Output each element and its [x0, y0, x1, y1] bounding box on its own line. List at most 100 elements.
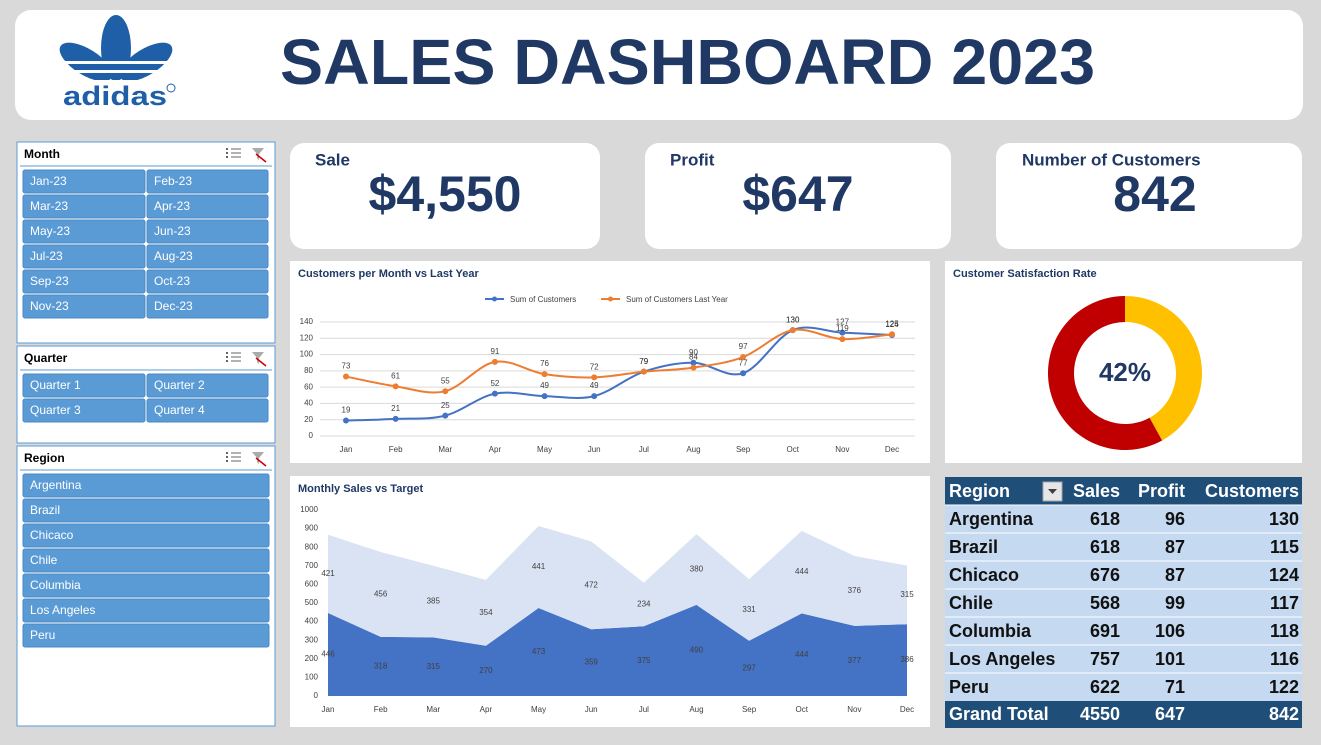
table-cell: Columbia: [949, 621, 1032, 641]
multi-select-icon[interactable]: [226, 460, 228, 462]
logo-stripe: [55, 70, 180, 73]
data-label: 79: [639, 357, 648, 366]
slicer-button[interactable]: [146, 169, 269, 194]
table-cell: 117: [1270, 593, 1299, 613]
data-point: [889, 331, 895, 338]
data-label: 79: [639, 357, 648, 366]
filter-dropdown-arrow[interactable]: [1048, 489, 1057, 494]
x-tick-label: Nov: [847, 705, 861, 714]
table-cell: 96: [1165, 509, 1185, 529]
slicer-button[interactable]: [22, 269, 146, 294]
table-cell: 101: [1155, 649, 1185, 669]
multi-select-icon[interactable]: [226, 156, 228, 158]
logo-text: adidas: [63, 81, 167, 111]
slicer-button[interactable]: [146, 269, 269, 294]
slicer-button-label[interactable]: Nov-23: [30, 299, 69, 313]
slicer-button-label[interactable]: Jun-23: [154, 224, 191, 238]
x-tick-label: Dec: [885, 445, 899, 454]
slicer-button-label[interactable]: Brazil: [30, 503, 60, 517]
multi-select-icon[interactable]: [226, 360, 228, 362]
slicer-button[interactable]: [22, 523, 270, 548]
slicer-button[interactable]: [22, 498, 270, 523]
slicer-button-label[interactable]: Chicaco: [30, 528, 74, 542]
y-tick-label: 100: [305, 673, 319, 682]
clear-filter-icon[interactable]: [252, 148, 264, 160]
slicer-button[interactable]: [22, 398, 146, 423]
table-row-bg: [945, 561, 1302, 589]
data-label: 49: [540, 381, 549, 390]
y-tick-label: 900: [305, 524, 319, 533]
legend-swatch: [492, 296, 497, 302]
clear-filter-icon[interactable]: [255, 357, 267, 367]
slicer-button[interactable]: [22, 294, 146, 319]
chart-title: Customer Satisfaction Rate: [953, 268, 1097, 280]
slicer-button-label[interactable]: Aug-23: [154, 249, 193, 263]
slicer-button[interactable]: [146, 373, 269, 398]
multi-select-icon[interactable]: [226, 452, 228, 454]
data-label: 441: [532, 562, 546, 571]
table-cell: 691: [1090, 621, 1120, 641]
multi-select-icon[interactable]: [226, 152, 228, 154]
slicer-button[interactable]: [146, 194, 269, 219]
table-row-bg: [945, 673, 1302, 701]
x-tick-label: May: [537, 445, 552, 454]
slicer-button[interactable]: [146, 398, 269, 423]
multi-select-icon[interactable]: [226, 148, 228, 150]
clear-filter-icon[interactable]: [252, 352, 264, 364]
data-label: 354: [479, 608, 493, 617]
slicer-button[interactable]: [22, 373, 146, 398]
series-line: [345, 328, 893, 394]
table-row-bg: [945, 533, 1302, 561]
slicer-button[interactable]: [146, 294, 269, 319]
slicer-button[interactable]: [22, 473, 270, 498]
slicer-button-label[interactable]: Peru: [30, 628, 55, 642]
slicer-button-label[interactable]: Feb-23: [154, 174, 192, 188]
slicer-button-label[interactable]: Mar-23: [30, 199, 68, 213]
table-cell: Argentina: [949, 509, 1034, 529]
x-tick-label: Jul: [639, 705, 649, 714]
slicer-button-label[interactable]: Chile: [30, 553, 58, 567]
clear-filter-icon[interactable]: [255, 457, 267, 467]
slicer-button-label[interactable]: May-23: [30, 224, 70, 238]
slicer-button-label[interactable]: Quarter 4: [154, 403, 205, 417]
slicer-button[interactable]: [146, 244, 269, 269]
clear-filter-icon[interactable]: [255, 153, 267, 163]
slicer-button[interactable]: [22, 573, 270, 598]
data-label: 130: [786, 315, 800, 324]
y-tick-label: 100: [300, 350, 314, 359]
slicer-button-label[interactable]: Jul-23: [30, 249, 63, 263]
slicer-button-label[interactable]: Apr-23: [154, 199, 190, 213]
slicer-button[interactable]: [22, 219, 146, 244]
clear-filter-icon[interactable]: [252, 452, 264, 464]
slicer-button[interactable]: [22, 244, 146, 269]
data-point: [541, 393, 548, 400]
column-header: Profit: [1138, 481, 1185, 501]
slicers: Month Jan-23 Feb-23 Mar-23 Apr-23 May-23 Jun-2…: [16, 141, 276, 727]
multi-select-icon[interactable]: [226, 352, 228, 354]
multi-select-icon[interactable]: [226, 356, 228, 358]
slicer-button-label[interactable]: Dec-23: [154, 299, 193, 313]
slicer-button-label[interactable]: Quarter 1: [30, 378, 81, 392]
slicer-button[interactable]: [22, 548, 270, 573]
slicer-button-label[interactable]: Los Angeles: [30, 603, 95, 617]
slicer-button-label[interactable]: Sep-23: [30, 274, 69, 288]
chart-title: Monthly Sales vs Target: [298, 483, 423, 495]
slicer-button-label[interactable]: Argentina: [30, 478, 82, 492]
data-label: 444: [795, 567, 809, 576]
slicer-button-label[interactable]: Columbia: [30, 578, 81, 592]
data-point: [740, 354, 747, 361]
slicer-button[interactable]: [22, 623, 270, 648]
multi-select-icon[interactable]: [226, 456, 228, 458]
slicer-button[interactable]: [22, 598, 270, 623]
slicer-button[interactable]: [22, 194, 146, 219]
slicer-button-label[interactable]: Quarter 2: [154, 378, 205, 392]
x-tick-label: Aug: [686, 445, 700, 454]
data-label: 73: [342, 362, 351, 371]
slicer-button[interactable]: [146, 219, 269, 244]
slicer-button[interactable]: [22, 169, 146, 194]
data-label: 297: [742, 663, 756, 672]
total-cell: 842: [1269, 704, 1299, 724]
slicer-button-label[interactable]: Jan-23: [30, 174, 67, 188]
slicer-button-label[interactable]: Oct-23: [154, 274, 190, 288]
slicer-button-label[interactable]: Quarter 3: [30, 403, 81, 417]
